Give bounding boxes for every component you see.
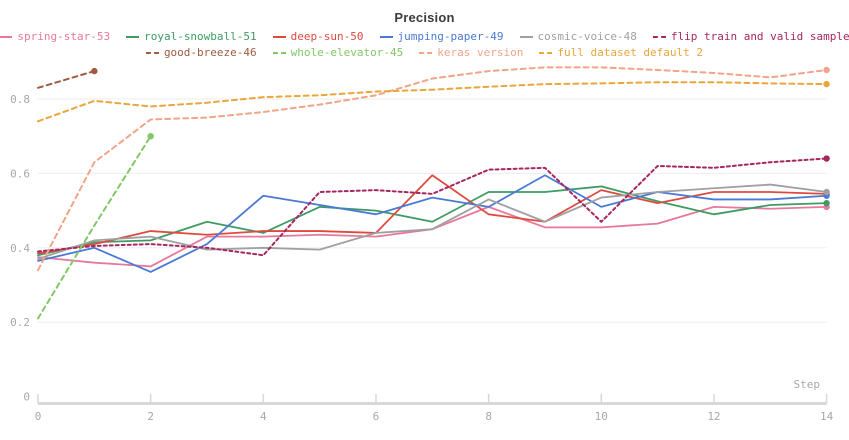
legend-label: spring-star-53 bbox=[17, 30, 111, 43]
y-tick-label: 0.4 bbox=[10, 242, 30, 255]
legend-item-good-breeze-46[interactable]: good-breeze-46 bbox=[145, 46, 257, 60]
series-line-good-breeze-46[interactable] bbox=[37, 70, 96, 89]
legend-item-keras-version[interactable]: keras version bbox=[419, 46, 523, 60]
x-tick-label: 8 bbox=[485, 410, 492, 423]
legend-label: full dataset default 2 bbox=[557, 46, 704, 59]
series-line-deep-sun-50[interactable] bbox=[37, 174, 828, 255]
y-tick-label: 0.8 bbox=[10, 93, 30, 106]
legend-marker-dashed bbox=[419, 52, 433, 54]
y-tick-label: 0.2 bbox=[10, 316, 30, 329]
x-axis-label: Step bbox=[794, 378, 821, 391]
legend-item-cosmic-voice-48[interactable]: cosmic-voice-48 bbox=[519, 30, 637, 44]
legend-item-whole-elevator-45[interactable]: whole-elevator-45 bbox=[272, 46, 404, 60]
legend-label: whole-elevator-45 bbox=[290, 46, 404, 59]
legend-label: cosmic-voice-48 bbox=[537, 30, 637, 43]
legend-marker-dashed bbox=[652, 36, 666, 38]
legend-item-full-dataset-default-2[interactable]: full dataset default 2 bbox=[539, 46, 703, 60]
series-line-whole-elevator-45[interactable] bbox=[37, 135, 152, 320]
y-tick-label: 0 bbox=[23, 391, 30, 404]
legend-item-spring-star-53[interactable]: spring-star-53 bbox=[0, 30, 110, 44]
series-endpoint-whole-elevator-45[interactable] bbox=[147, 133, 154, 140]
series-endpoint-full-dataset-default-2[interactable] bbox=[823, 80, 830, 88]
series-line-royal-snowball-51[interactable] bbox=[37, 185, 828, 257]
legend-item-flip-train-and-valid-sample[interactable]: flip train and valid sample bbox=[652, 30, 849, 44]
series-line-flip-train-and-valid-sample[interactable] bbox=[37, 157, 828, 257]
legend-label: flip train and valid sample bbox=[670, 30, 849, 43]
chart-legend-row-1: spring-star-53 royal-snowball-51 deep-sun-… bbox=[0, 30, 849, 44]
series-line-spring-star-53[interactable] bbox=[37, 205, 828, 268]
legend-marker-solid bbox=[519, 36, 533, 38]
series-line-cosmic-voice-48[interactable] bbox=[37, 183, 828, 260]
y-tick-label: 0.6 bbox=[10, 167, 30, 180]
x-tick-label: 14 bbox=[820, 410, 834, 423]
x-tick-label: 12 bbox=[707, 410, 720, 423]
series-endpoint-good-breeze-46[interactable] bbox=[91, 67, 98, 75]
legend-label: jumping-paper-49 bbox=[397, 30, 504, 43]
chart-title: Precision bbox=[394, 10, 455, 25]
legend-marker-dashed bbox=[272, 52, 286, 54]
x-tick-label: 0 bbox=[35, 410, 42, 423]
series-line-keras-version[interactable] bbox=[37, 66, 828, 272]
series-endpoint-cosmic-voice-48[interactable] bbox=[823, 188, 830, 196]
series-endpoint-keras-version[interactable] bbox=[823, 66, 830, 74]
x-tick-label: 10 bbox=[595, 410, 608, 423]
legend-item-royal-snowball-51[interactable]: royal-snowball-51 bbox=[126, 30, 257, 44]
legend-label: royal-snowball-51 bbox=[144, 30, 257, 43]
legend-label: good-breeze-46 bbox=[163, 46, 257, 59]
x-tick-label: 2 bbox=[147, 410, 154, 423]
legend-marker-solid bbox=[0, 36, 13, 38]
series-endpoint-flip-train-and-valid-sample[interactable] bbox=[823, 155, 830, 162]
legend-marker-dashed bbox=[145, 52, 159, 54]
legend-marker-dashed bbox=[539, 52, 553, 54]
legend-marker-solid bbox=[126, 36, 140, 38]
legend-marker-solid bbox=[379, 36, 393, 38]
series-endpoint-royal-snowball-51[interactable] bbox=[823, 199, 830, 207]
x-tick-label: 4 bbox=[260, 410, 267, 423]
legend-label: deep-sun-50 bbox=[290, 30, 364, 43]
legend-item-jumping-paper-49[interactable]: jumping-paper-49 bbox=[379, 30, 504, 44]
legend-marker-solid bbox=[272, 36, 286, 38]
chart-legend-row-2: good-breeze-46 whole-elevator-45 keras ver… bbox=[0, 46, 849, 60]
x-tick-label: 6 bbox=[373, 410, 380, 423]
series-line-full-dataset-default-2[interactable] bbox=[37, 81, 828, 123]
series-line-jumping-paper-49[interactable] bbox=[37, 174, 828, 273]
legend-item-deep-sun-50[interactable]: deep-sun-50 bbox=[272, 30, 364, 44]
legend-label: keras version bbox=[437, 46, 524, 59]
